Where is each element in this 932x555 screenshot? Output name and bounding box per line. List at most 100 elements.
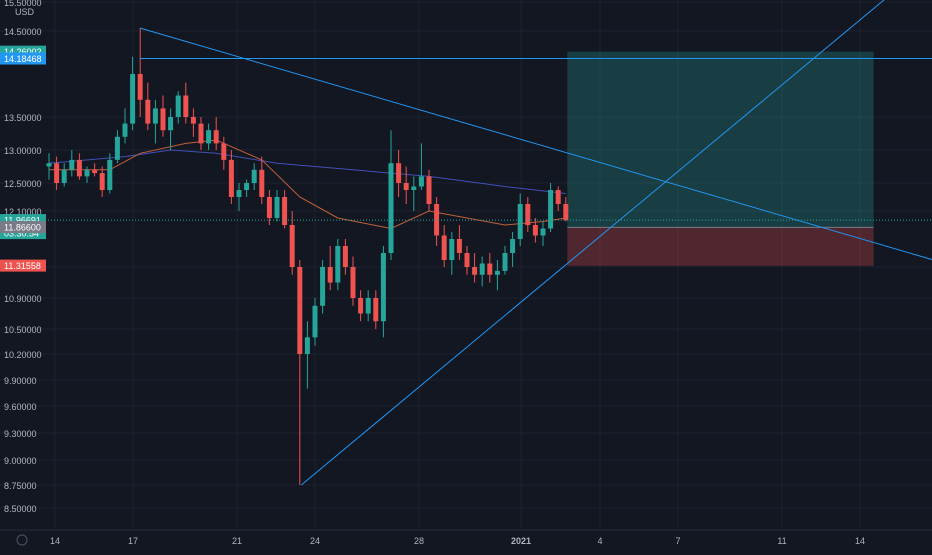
candle	[418, 143, 424, 190]
price-axis[interactable]: 15.50000 14.50000 13.50000 13.00000 12.50000…	[4, 0, 42, 514]
candle-body	[494, 270, 500, 275]
candle-body	[183, 95, 189, 117]
candle	[388, 130, 394, 260]
candle	[434, 197, 440, 246]
stop-price-tag: 11.31558	[0, 259, 46, 272]
y-tick-label: 8.75000	[4, 481, 37, 491]
candle-body	[441, 235, 447, 260]
moving-average-line-2	[49, 139, 566, 230]
candle-body	[122, 123, 128, 137]
candle-body	[145, 99, 151, 124]
y-tick-label: 9.60000	[4, 402, 37, 412]
candle-body	[358, 298, 364, 314]
moving-averages	[48, 139, 566, 230]
candle	[426, 169, 432, 211]
candle	[373, 290, 379, 329]
y-tick-label: 15.50000	[4, 0, 42, 8]
candle-body	[335, 246, 341, 283]
x-tick-label: 7	[675, 536, 680, 546]
candle	[122, 108, 128, 144]
candle-body	[69, 159, 75, 170]
candle-body	[282, 197, 288, 225]
candle	[175, 91, 181, 124]
upper-trendline[interactable]	[140, 27, 932, 290]
candle-body	[388, 163, 394, 253]
candle	[228, 150, 234, 204]
time-axis[interactable]: 14 17 21 24 28 2021 4 7 11 14	[0, 529, 932, 550]
candle	[365, 290, 371, 322]
candle	[266, 190, 272, 225]
x-tick-label: 14	[50, 536, 60, 546]
candle	[532, 218, 538, 243]
x-tick-label: 2021	[511, 536, 531, 546]
candle-body	[548, 190, 554, 229]
candle	[441, 225, 447, 267]
candle-body	[320, 267, 326, 306]
long-position-tool[interactable]	[567, 51, 874, 266]
x-tick-label: 17	[128, 536, 138, 546]
y-tick-label: 10.90000	[4, 294, 42, 304]
loss-zone[interactable]	[567, 227, 874, 266]
candle	[411, 176, 417, 211]
candle	[92, 163, 98, 177]
candle	[304, 321, 310, 389]
y-tick-label: 8.50000	[4, 504, 37, 514]
x-tick-label: 28	[414, 536, 424, 546]
candle	[274, 190, 280, 222]
price-tag-bg	[0, 52, 46, 65]
drawings[interactable]	[140, 0, 932, 486]
candle-body	[396, 163, 402, 183]
x-tick-label: 21	[232, 536, 242, 546]
profit-zone[interactable]	[567, 51, 874, 228]
candles	[46, 28, 569, 485]
y-tick-label: 10.20000	[4, 350, 42, 360]
candle-body	[130, 74, 136, 124]
lower-trendline[interactable]	[301, 0, 885, 486]
candle	[244, 179, 250, 197]
candle-body	[289, 225, 295, 267]
price-tag-bg	[0, 221, 46, 234]
candle	[479, 256, 485, 287]
candle	[289, 211, 295, 275]
candle-body	[259, 169, 265, 197]
y-tick-label: 10.50000	[4, 325, 42, 335]
price-tag-bg	[0, 259, 46, 272]
candle	[190, 108, 196, 137]
candle-body	[266, 197, 272, 218]
candle	[510, 232, 516, 267]
candle	[183, 82, 189, 124]
candle	[327, 246, 333, 291]
candle	[137, 28, 143, 117]
candle	[61, 163, 67, 187]
candle	[297, 260, 303, 485]
candle	[540, 221, 546, 246]
candle-body	[244, 183, 250, 190]
candle	[403, 166, 409, 204]
candle-body	[312, 305, 318, 338]
candle-body	[107, 159, 113, 190]
moving-average-line-1	[48, 149, 566, 194]
candle-body	[175, 95, 181, 117]
candle-body	[236, 190, 242, 197]
candle-body	[517, 204, 523, 239]
candle-body	[168, 117, 174, 131]
y-tick-label: 14.50000	[4, 27, 42, 37]
candle	[312, 298, 318, 346]
candle-body	[221, 143, 227, 160]
candle	[99, 166, 105, 197]
candle-body	[479, 263, 485, 275]
candle	[342, 239, 348, 275]
candle	[320, 260, 326, 314]
candle-body	[487, 263, 493, 275]
candle-body	[46, 163, 52, 167]
candle-body	[472, 267, 478, 275]
candle-body	[137, 74, 143, 100]
candle	[335, 239, 341, 291]
currency-label: USD	[15, 7, 35, 17]
candle	[487, 253, 493, 283]
candle	[168, 108, 174, 150]
candle-body	[114, 136, 120, 160]
candle	[555, 186, 561, 211]
